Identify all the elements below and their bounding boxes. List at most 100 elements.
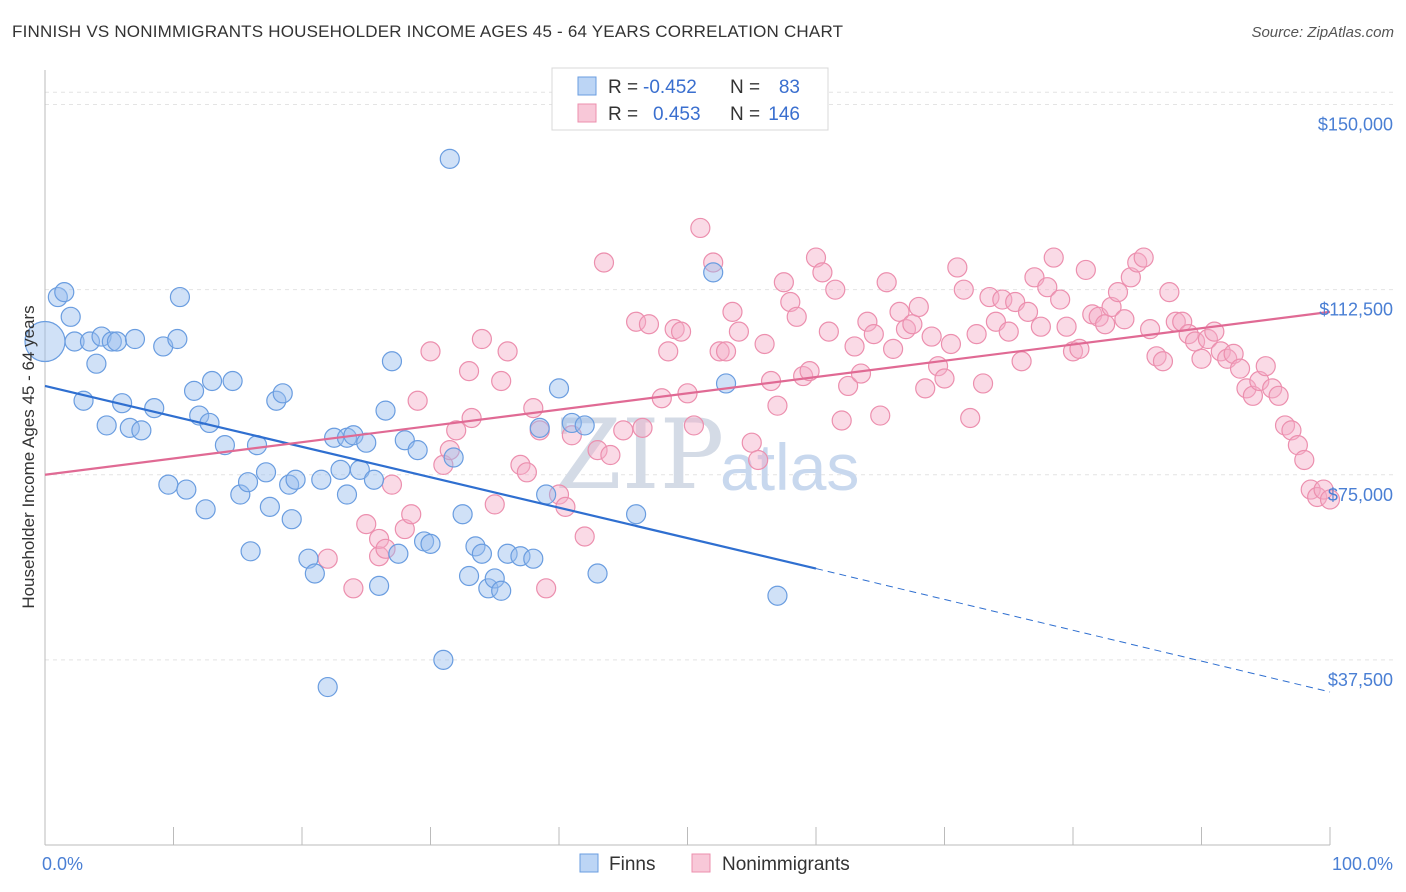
finns-point-7	[86, 353, 107, 374]
nonimmigrants-point-7	[394, 518, 415, 540]
x-tick-label-max: 100.0%	[1332, 854, 1393, 874]
nonimmigrants-point-97	[1056, 316, 1077, 337]
watermark-zip: ZIP	[555, 399, 724, 511]
finns-point-78	[587, 563, 608, 584]
finns-point-36	[272, 383, 293, 404]
nonimmigrants-point-54	[780, 291, 801, 313]
nonimmigrants-point-94	[1037, 277, 1058, 298]
series-legend-swatch-finns	[579, 853, 599, 873]
finns-point-34	[259, 496, 280, 517]
finns-point-39	[285, 469, 306, 490]
nonimmigrants-point-14	[458, 361, 480, 382]
finns-point-54	[381, 351, 403, 372]
nonimmigrants-point-64	[844, 336, 865, 357]
nonimmigrants-point-55	[786, 306, 807, 327]
nonimmigrants-trend-line	[44, 310, 1331, 476]
legend-n-label-finns: N =	[730, 77, 760, 98]
nonimmigrants-point-118	[1191, 348, 1212, 369]
nonimmigrants-point-47	[728, 321, 750, 342]
nonimmigrants-point-132	[1281, 420, 1302, 441]
nonimmigrants-point-62	[831, 410, 852, 431]
finns-point-70	[497, 543, 518, 564]
finns-point-29	[230, 484, 251, 505]
nonimmigrants-point-58	[805, 247, 827, 268]
nonimmigrants-point-134	[1294, 449, 1315, 471]
nonimmigrants-point-10	[420, 341, 441, 362]
finns-point-50	[356, 432, 377, 453]
watermark-atlas: atlas	[720, 430, 859, 504]
finns-point-14	[124, 328, 146, 350]
nonimmigrants-point-65	[850, 363, 872, 384]
nonimmigrants-point-45	[715, 341, 737, 362]
nonimmigrants-point-130	[1268, 385, 1289, 406]
nonimmigrants-point-124	[1229, 358, 1251, 379]
nonimmigrants-point-126	[1242, 385, 1264, 406]
finns-point-19	[167, 328, 188, 350]
series-legend-label-nonimmigrants: Nonimmigrants	[722, 854, 850, 875]
nonimmigrants-point-83	[966, 323, 987, 345]
nonimmigrants-point-81	[953, 279, 974, 300]
nonimmigrants-point-106	[1114, 309, 1135, 330]
finns-point-10	[101, 331, 122, 352]
nonimmigrants-point-1	[343, 578, 364, 599]
nonimmigrants-point-107	[1120, 267, 1141, 288]
nonimmigrants-point-128	[1255, 356, 1276, 377]
nonimmigrants-point-61	[825, 279, 846, 300]
nonimmigrants-point-34	[632, 417, 653, 438]
nonimmigrants-point-78	[934, 368, 955, 389]
nonimmigrants-point-24	[536, 578, 557, 599]
finns-point-79	[625, 504, 647, 525]
finns-point-80	[703, 262, 724, 283]
source-label: Source: ZipAtlas.com	[1251, 24, 1394, 41]
legend-swatch-finns	[577, 76, 597, 96]
nonimmigrants-point-49	[748, 449, 769, 471]
nonimmigrants-point-82	[960, 407, 981, 429]
finns-point-57	[407, 439, 428, 461]
finns-point-43	[317, 676, 338, 698]
finns-point-26	[201, 370, 223, 392]
finns-point-61	[439, 148, 460, 169]
correlation-legend: R = -0.452 N = 83 R = 0.453 N = 146	[551, 67, 829, 131]
finns-point-31	[240, 541, 261, 562]
nonimmigrants-point-123	[1223, 343, 1244, 364]
finns-point-71	[510, 546, 531, 567]
nonimmigrants-point-31	[600, 444, 621, 466]
nonimmigrants-point-16	[471, 328, 492, 350]
nonimmigrants-point-44	[709, 341, 730, 362]
nonimmigrants-point-17	[484, 494, 505, 515]
nonimmigrants-point-73	[902, 314, 923, 335]
finns-point-52	[369, 575, 390, 596]
finns-trend-line	[44, 384, 817, 570]
nonimmigrants-point-68	[870, 405, 891, 426]
nonimmigrants-point-138	[1319, 489, 1341, 510]
finns-point-76	[561, 412, 582, 434]
finns-point-18	[158, 474, 179, 495]
nonimmigrants-point-5	[375, 538, 396, 559]
finns-point-55	[388, 543, 409, 564]
nonimmigrants-point-53	[773, 272, 794, 293]
finns-point-11	[106, 331, 128, 352]
finns-point-68	[484, 568, 505, 589]
nonimmigrants-point-60	[818, 321, 839, 342]
finns-trend-extension	[815, 568, 1331, 693]
nonimmigrants-point-100	[1075, 259, 1096, 281]
y-tick-label-112500: $112,500	[1319, 300, 1393, 320]
finns-point-69	[491, 580, 512, 601]
finns-point-72	[523, 548, 544, 569]
nonimmigrants-point-103	[1095, 314, 1116, 335]
nonimmigrants-point-33	[625, 311, 647, 332]
trend-lines	[44, 310, 1331, 693]
nonimmigrants-point-32	[613, 420, 634, 441]
legend-r-value-finns: -0.452	[643, 77, 697, 98]
nonimmigrants-points	[317, 217, 1341, 599]
finns-point-77	[574, 415, 595, 436]
nonimmigrants-point-80	[947, 257, 968, 278]
finns-point-30	[237, 472, 259, 493]
nonimmigrants-point-112	[1152, 351, 1174, 372]
finns-point-40	[298, 548, 319, 569]
nonimmigrants-point-74	[908, 296, 929, 318]
nonimmigrants-point-46	[722, 301, 743, 322]
nonimmigrants-point-2	[356, 514, 377, 535]
finns-point-75	[548, 378, 570, 399]
